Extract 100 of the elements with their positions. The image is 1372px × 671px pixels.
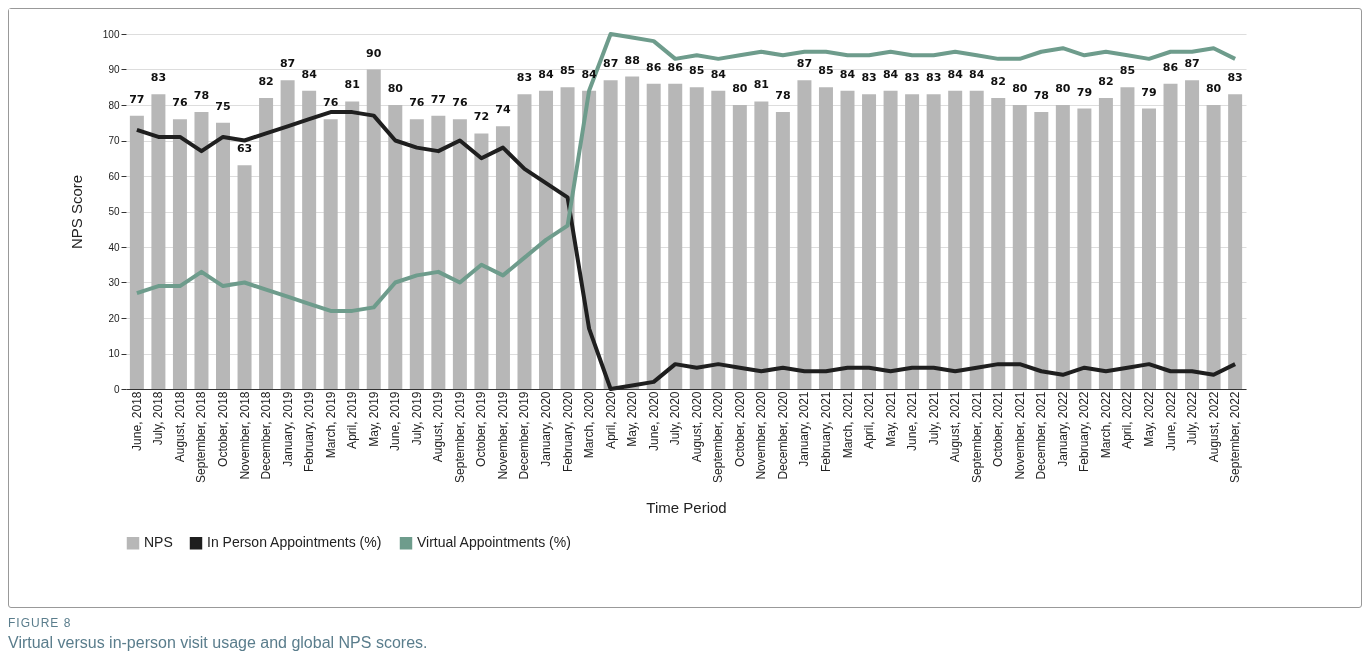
data-label: 79 xyxy=(1076,85,1093,99)
bar xyxy=(926,94,941,389)
x-tick-label: May, 2021 xyxy=(883,391,898,447)
data-label: 83 xyxy=(925,71,942,85)
data-label: 80 xyxy=(1055,82,1071,95)
x-tick-label: July, 2022 xyxy=(1185,391,1200,446)
legend-label: In Person Appointments (%) xyxy=(207,534,382,551)
legend-label: Virtual Appointments (%) xyxy=(417,534,571,551)
x-tick-label: February, 2020 xyxy=(560,391,575,472)
data-label: 80 xyxy=(387,82,404,95)
bar xyxy=(452,119,467,389)
x-tick-label: February, 2021 xyxy=(818,391,833,472)
data-label: 84 xyxy=(710,67,727,81)
bar xyxy=(969,90,984,389)
data-label: 85 xyxy=(1119,64,1136,78)
x-tick-label: December, 2021 xyxy=(1034,391,1049,480)
bar xyxy=(775,112,790,389)
bar xyxy=(862,94,877,389)
bar xyxy=(517,94,532,389)
x-tick-label: June, 2022 xyxy=(1163,391,1178,451)
x-tick-label: November, 2021 xyxy=(1012,391,1027,480)
bar xyxy=(259,97,274,389)
x-tick-label: November, 2020 xyxy=(754,391,769,480)
x-tick-label: May, 2019 xyxy=(366,391,381,447)
data-label: 84 xyxy=(882,67,899,81)
data-label: 84 xyxy=(969,67,985,81)
x-tick-label: July, 2018 xyxy=(151,391,166,446)
bar xyxy=(689,87,704,389)
x-tick-label: June, 2020 xyxy=(646,391,661,451)
data-label: 88 xyxy=(624,53,640,67)
bar xyxy=(1055,105,1070,389)
x-tick-label: September, 2021 xyxy=(969,391,984,483)
data-label: 76 xyxy=(172,96,188,110)
x-tick-label: September, 2019 xyxy=(452,391,467,483)
x-tick-label: October, 2020 xyxy=(732,391,747,467)
x-tick-label: March, 2019 xyxy=(323,391,338,459)
x-tick-label: March, 2022 xyxy=(1098,391,1113,459)
data-label: 85 xyxy=(818,64,834,78)
data-label: 75 xyxy=(215,99,231,113)
data-label: 76 xyxy=(323,96,339,110)
y-tick-label: 90 xyxy=(108,64,120,75)
x-tick-label: August, 2019 xyxy=(431,391,446,463)
data-label: 87 xyxy=(796,57,813,71)
bar xyxy=(1141,108,1156,389)
data-label: 86 xyxy=(646,60,662,74)
data-label: 76 xyxy=(452,96,468,110)
data-label: 83 xyxy=(516,71,533,85)
x-tick-label: December, 2020 xyxy=(775,391,790,480)
x-tick-label: September, 2020 xyxy=(711,391,726,483)
data-label: 84 xyxy=(301,67,318,81)
x-tick-label: December, 2019 xyxy=(517,391,532,480)
x-tick-label: July, 2020 xyxy=(668,391,683,446)
x-tick-label: May, 2020 xyxy=(625,391,640,447)
x-tick-label: September, 2022 xyxy=(1228,391,1243,483)
y-tick-label: 100 xyxy=(102,28,120,40)
bar xyxy=(388,105,403,389)
x-tick-label: January, 2021 xyxy=(797,391,812,467)
x-tick-label: September, 2018 xyxy=(194,391,209,483)
y-tick-label: 40 xyxy=(108,241,120,253)
bar xyxy=(194,112,209,389)
bar xyxy=(431,115,446,389)
data-label: 77 xyxy=(129,92,145,106)
bar xyxy=(216,122,231,389)
x-tick-label: October, 2021 xyxy=(991,391,1006,467)
data-label: 90 xyxy=(366,46,382,60)
bar xyxy=(732,105,747,389)
data-label: 83 xyxy=(904,71,920,85)
data-label: 86 xyxy=(1162,60,1179,74)
x-tick-label: December, 2018 xyxy=(259,391,274,480)
y-tick-label: 30 xyxy=(108,277,120,288)
x-tick-label: April, 2021 xyxy=(862,391,877,449)
bar xyxy=(366,69,381,389)
y-tick-label: 50 xyxy=(108,206,120,217)
y-tick-label: 0 xyxy=(113,383,120,395)
bar xyxy=(905,94,920,389)
data-label: 82 xyxy=(258,74,274,88)
data-label: 78 xyxy=(193,89,210,103)
x-tick-label: May, 2022 xyxy=(1141,391,1156,447)
data-label: 84 xyxy=(947,67,964,81)
x-tick-label: April, 2020 xyxy=(603,391,618,449)
y-axis-title: NPS Score xyxy=(67,174,85,250)
bar xyxy=(818,87,833,389)
x-tick-label: August, 2022 xyxy=(1206,391,1221,463)
y-tick-label: 20 xyxy=(108,312,120,324)
bar xyxy=(151,94,166,389)
bar xyxy=(840,90,855,389)
bar xyxy=(539,90,554,389)
bar xyxy=(603,80,618,389)
bar xyxy=(754,101,769,389)
bar xyxy=(495,126,510,389)
data-label: 76 xyxy=(409,96,425,110)
x-tick-label: August, 2020 xyxy=(689,391,704,463)
bar xyxy=(625,76,640,389)
data-label: 82 xyxy=(990,74,1006,88)
legend-label: NPS xyxy=(144,534,173,551)
x-tick-label: August, 2021 xyxy=(948,391,963,463)
data-label: 84 xyxy=(839,67,856,81)
data-label: 63 xyxy=(236,142,253,156)
data-label: 78 xyxy=(775,89,791,103)
data-label: 77 xyxy=(430,92,447,106)
